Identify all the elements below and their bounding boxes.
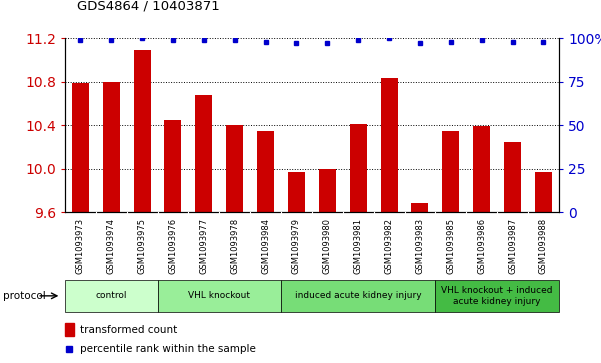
- Text: GSM1093973: GSM1093973: [76, 218, 85, 274]
- Bar: [133, 50, 151, 212]
- Bar: [103, 82, 120, 212]
- Bar: [350, 124, 367, 212]
- Bar: [442, 131, 459, 212]
- Bar: [319, 169, 336, 212]
- Text: GSM1093981: GSM1093981: [354, 218, 363, 274]
- Bar: [195, 95, 212, 212]
- Text: protocol: protocol: [3, 291, 46, 301]
- Text: GSM1093987: GSM1093987: [508, 218, 517, 274]
- Text: GSM1093980: GSM1093980: [323, 218, 332, 274]
- Bar: [504, 142, 521, 212]
- Bar: [473, 126, 490, 212]
- Bar: [226, 125, 243, 212]
- Text: GDS4864 / 10403871: GDS4864 / 10403871: [77, 0, 220, 13]
- Text: control: control: [96, 291, 127, 300]
- Bar: [65, 280, 157, 312]
- Text: GSM1093974: GSM1093974: [107, 218, 116, 274]
- Text: GSM1093984: GSM1093984: [261, 218, 270, 274]
- Bar: [281, 280, 436, 312]
- Text: transformed count: transformed count: [80, 325, 177, 335]
- Bar: [535, 172, 552, 212]
- Bar: [412, 203, 429, 212]
- Text: GSM1093982: GSM1093982: [385, 218, 394, 274]
- Text: GSM1093975: GSM1093975: [138, 218, 147, 274]
- Text: percentile rank within the sample: percentile rank within the sample: [80, 344, 255, 354]
- Text: GSM1093979: GSM1093979: [292, 218, 301, 274]
- Text: GSM1093978: GSM1093978: [230, 218, 239, 274]
- Text: VHL knockout: VHL knockout: [188, 291, 250, 300]
- Bar: [257, 131, 274, 212]
- Bar: [380, 78, 398, 212]
- Bar: [157, 280, 281, 312]
- Text: GSM1093976: GSM1093976: [168, 218, 177, 274]
- Text: GSM1093983: GSM1093983: [415, 218, 424, 274]
- Text: GSM1093988: GSM1093988: [539, 218, 548, 274]
- Text: GSM1093986: GSM1093986: [477, 218, 486, 274]
- Text: VHL knockout + induced
acute kidney injury: VHL knockout + induced acute kidney inju…: [441, 286, 553, 306]
- Bar: [435, 280, 559, 312]
- Bar: [72, 83, 89, 212]
- Text: GSM1093985: GSM1093985: [447, 218, 456, 274]
- Text: GSM1093977: GSM1093977: [200, 218, 209, 274]
- Bar: [165, 120, 182, 212]
- Bar: [65, 323, 74, 336]
- Bar: [288, 172, 305, 212]
- Text: induced acute kidney injury: induced acute kidney injury: [295, 291, 421, 300]
